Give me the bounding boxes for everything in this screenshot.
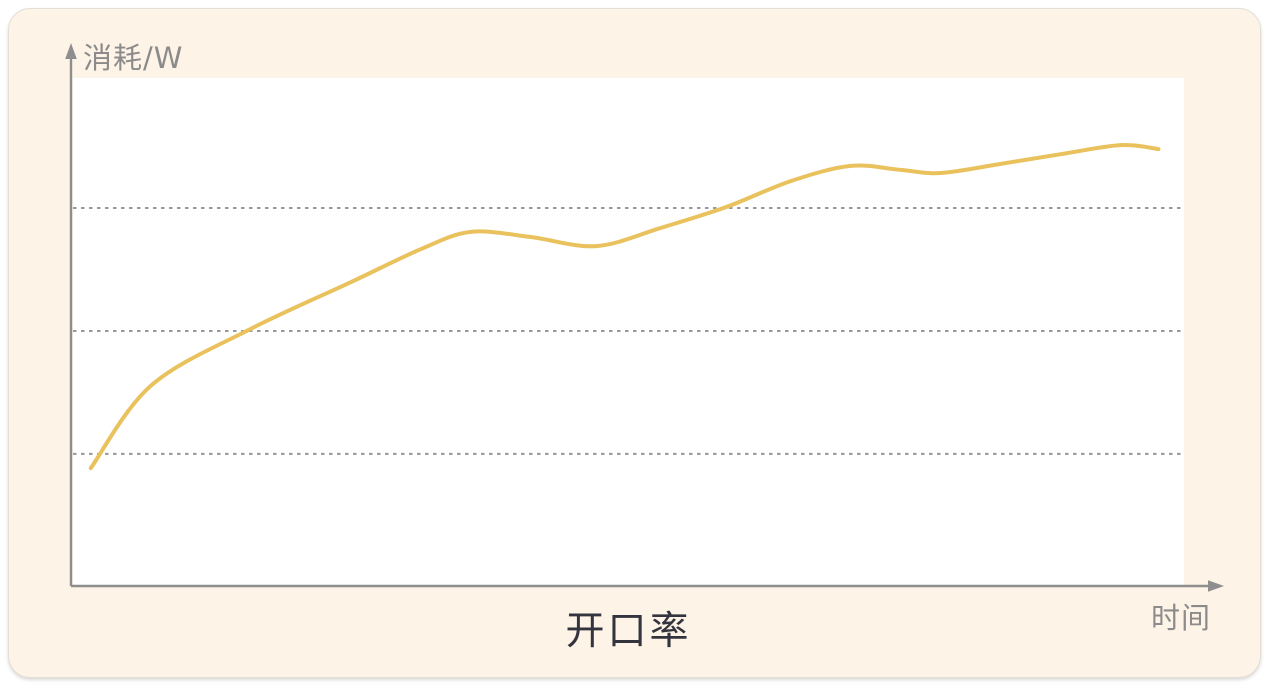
- x-axis-label: 时间: [1151, 601, 1212, 635]
- y-axis-label: 消耗/W: [83, 41, 184, 75]
- x-axis-arrow-icon: [1208, 580, 1224, 592]
- plot-area: [73, 78, 1184, 586]
- chart-card: 消耗/W 时间 开口率: [8, 8, 1261, 678]
- y-axis-arrow-icon: [65, 43, 77, 59]
- chart-title: 开口率: [565, 609, 692, 654]
